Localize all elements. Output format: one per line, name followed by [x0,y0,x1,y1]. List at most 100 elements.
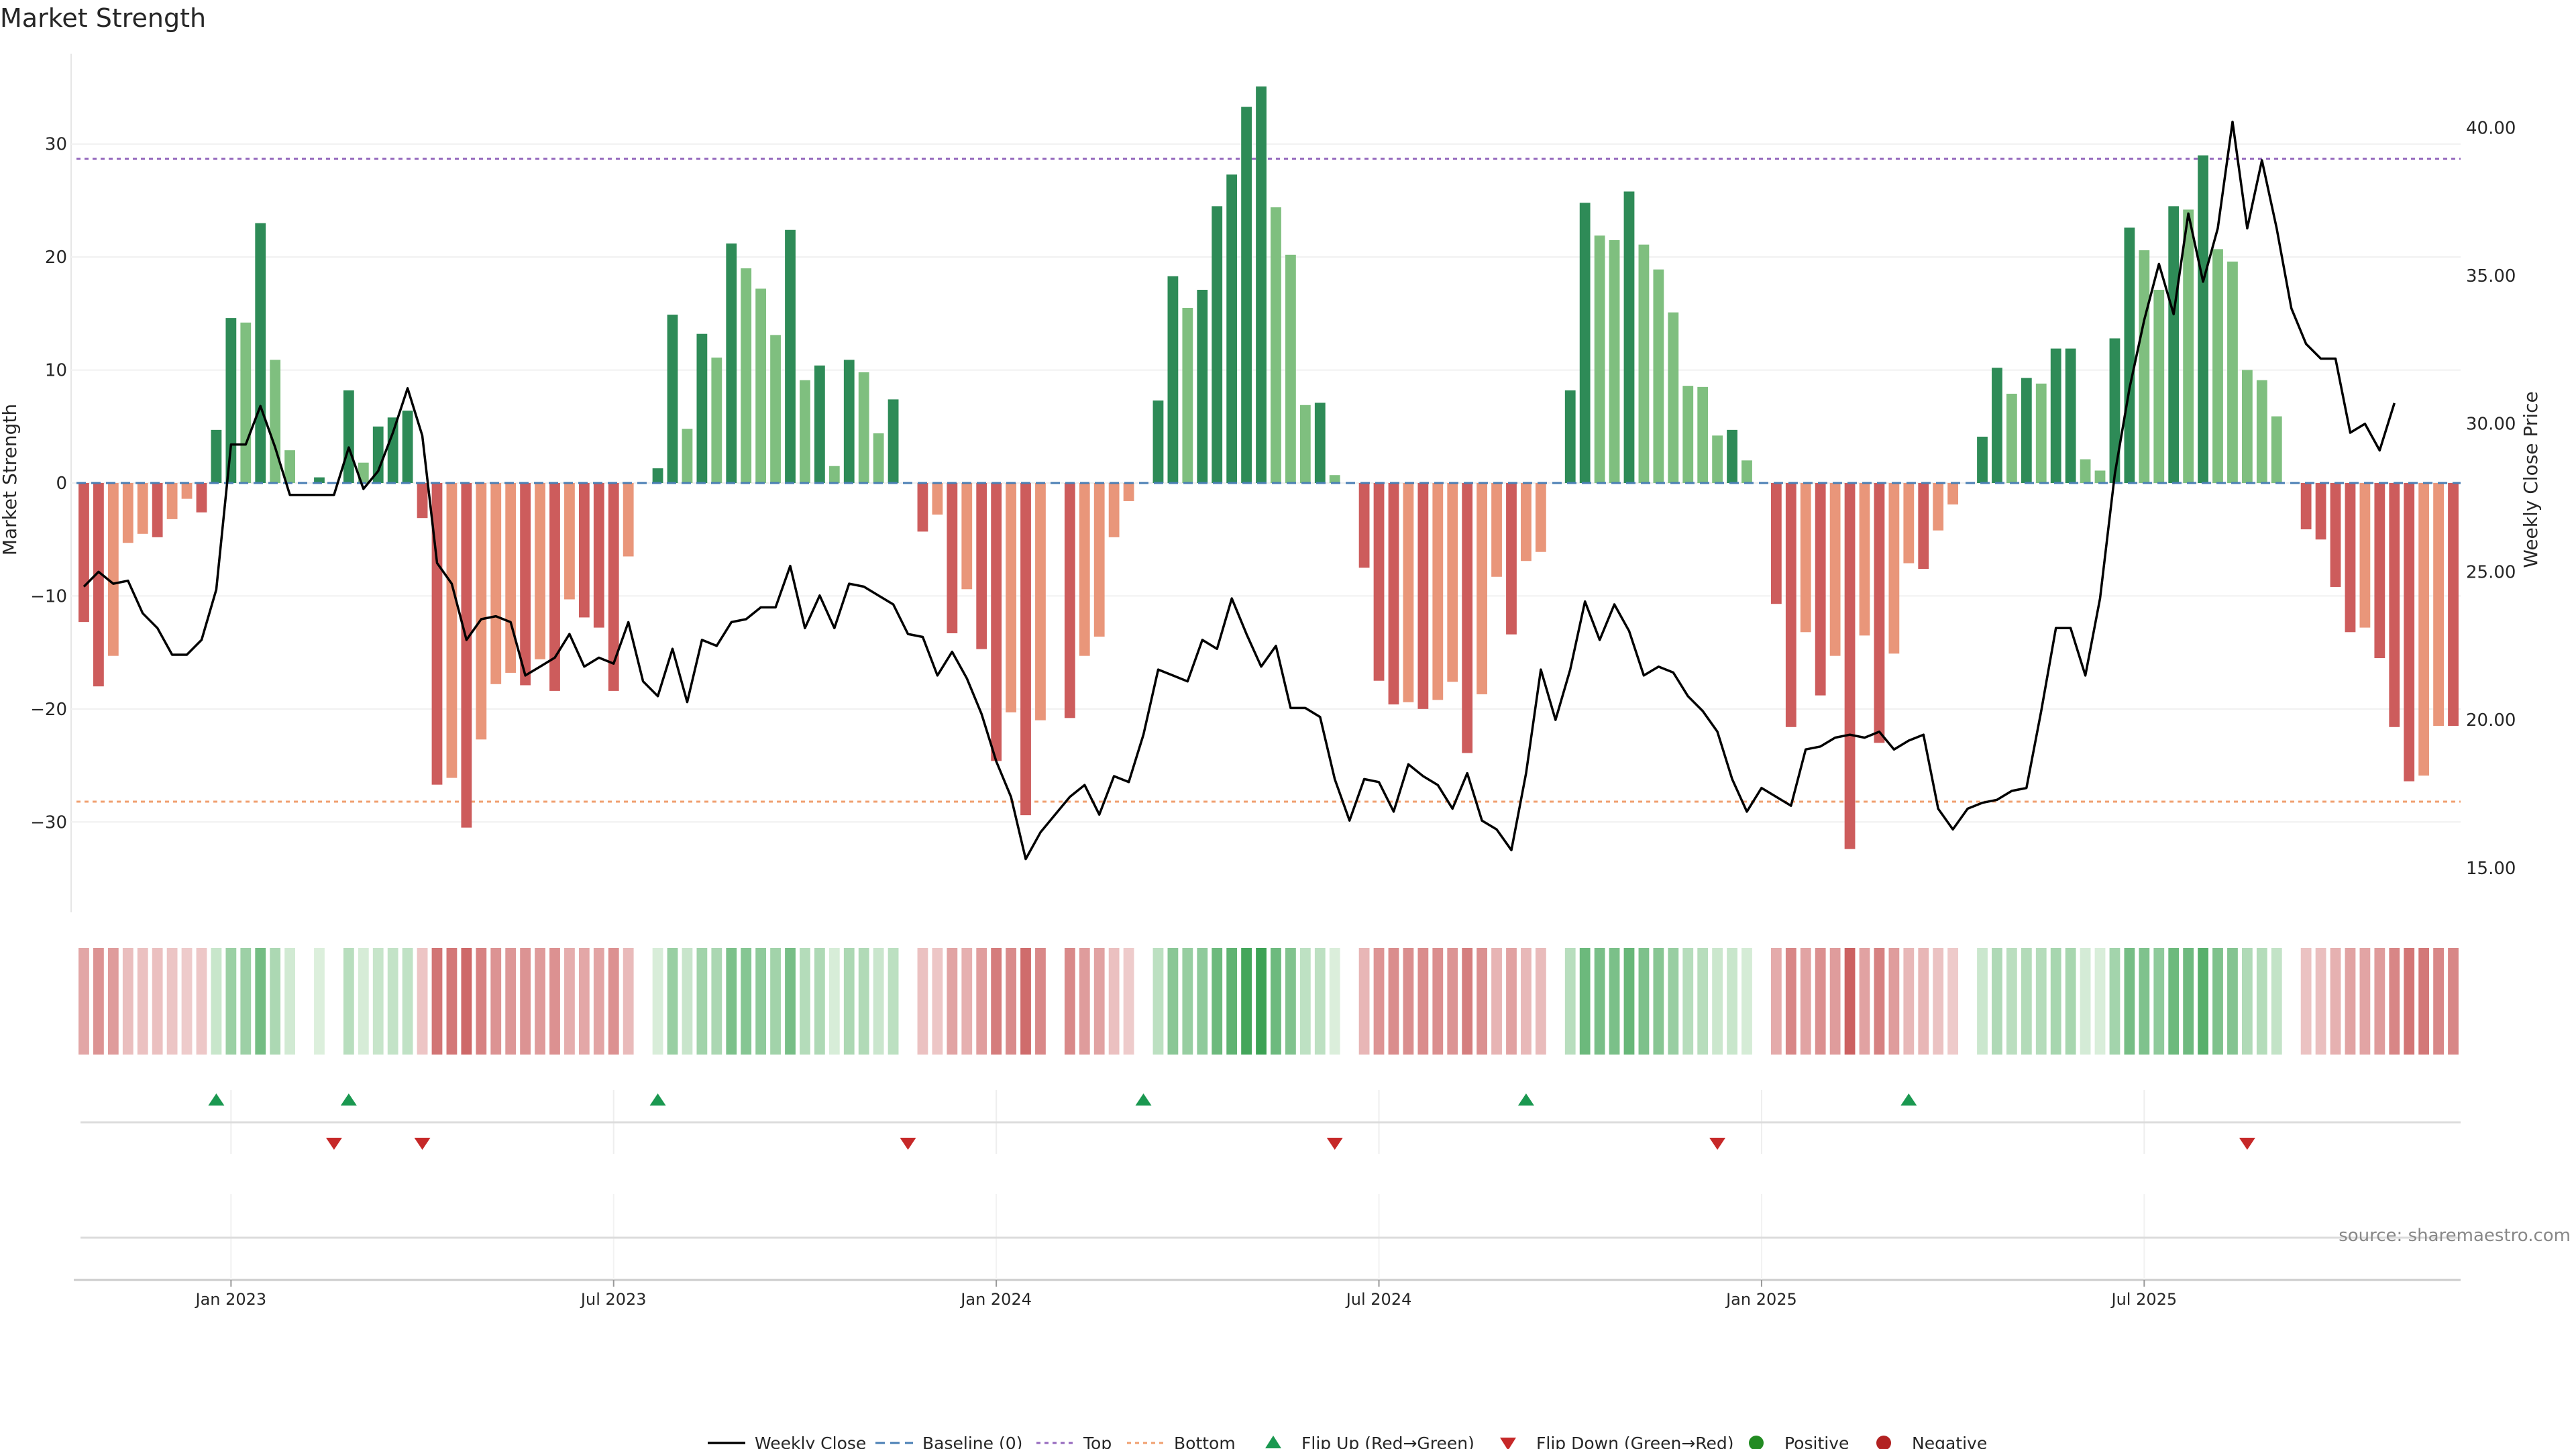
heat-cell [314,948,325,1055]
strength-bar [1888,483,1900,654]
strength-bar [196,483,207,513]
strength-bar [1256,86,1267,483]
heat-cell [2080,948,2091,1055]
strength-bars [76,86,2461,849]
heat-cell [387,948,398,1055]
strength-bar [1373,483,1385,681]
heat-cell [343,948,354,1055]
strength-bar [1933,483,1944,531]
heat-cell [505,948,517,1055]
heat-cell [1770,948,1782,1055]
strength-bar [211,429,222,483]
heat-cell [623,948,634,1055]
legend-label: Flip Down (Green→Red) [1536,1434,1734,1449]
heat-cell [1697,948,1709,1055]
strength-bar [1638,244,1650,483]
strength-bar [152,483,163,537]
heat-cell [2448,948,2459,1055]
flip-up-marker [1135,1093,1152,1106]
heat-cell [873,948,884,1055]
heat-cell [2050,948,2061,1055]
right-y-axis: 40.00 35.00 30.00 25.00 20.00 15.00 [2466,118,2516,878]
heat-cell [1432,948,1444,1055]
strength-bar [402,411,413,483]
legend-swatch [1500,1438,1516,1449]
strength-bar [828,466,840,483]
heat-cell [1491,948,1502,1055]
heat-cell [2374,948,2385,1055]
heat-cell [2389,948,2400,1055]
heat-cell [2124,948,2135,1055]
heat-cell [1829,948,1841,1055]
heat-cell [2241,948,2253,1055]
heat-cell [211,948,222,1055]
heat-cell [2139,948,2150,1055]
heat-cell [520,948,531,1055]
threshold-lines [76,158,2461,803]
y2-tick-label: 35.00 [2466,266,2516,286]
strength-bar [2227,261,2238,483]
right-y-axis-label: Weekly Close Price [2520,391,2542,568]
legend-swatch [1749,1436,1764,1449]
strength-bar [1314,402,1326,483]
heat-cell [652,948,663,1055]
strength-bar [1653,269,1664,483]
strength-bar [1197,290,1208,483]
legend-label: Positive [1784,1434,1849,1449]
strength-bar [858,372,869,483]
heat-cell [2212,948,2223,1055]
heat-cell [2198,948,2208,1055]
strength-bar [1535,483,1546,552]
strength-bar [667,315,678,483]
heat-cell [431,948,443,1055]
heat-cell [2021,948,2032,1055]
heat-cell [2330,948,2341,1055]
strength-bar [2404,483,2415,782]
heat-cell [578,948,590,1055]
strength-bar [1358,483,1370,568]
x-tick-label: Jul 2024 [1345,1290,1412,1309]
strength-bar [2256,380,2267,483]
strength-bar [1447,483,1458,682]
heat-cell [1093,948,1105,1055]
heat-cell [535,948,545,1055]
heat-cell [137,948,148,1055]
legend-item-flip_down: Flip Down (Green→Red) [1500,1434,1734,1449]
strength-bar [1108,483,1120,537]
strength-heat-strip [78,948,2459,1055]
heat-cell [1992,948,2002,1055]
strength-bar [314,477,325,483]
strength-bar [1064,483,1075,718]
strength-bar [225,318,237,483]
flip-up-marker [340,1093,357,1106]
heat-cell [446,948,458,1055]
heat-cell [181,948,193,1055]
heat-cell [770,948,781,1055]
strength-bar [1992,368,2002,483]
heat-cell [608,948,619,1055]
strength-bar [2300,483,2312,530]
strength-bar [446,483,458,778]
strength-bar [166,483,178,519]
x-tick-label: Jan 2023 [195,1290,267,1309]
strength-bar [1727,429,1737,483]
heat-cell [1844,948,1856,1055]
legend-item-baseline: Baseline (0) [875,1434,1022,1449]
legend-label: Top [1083,1434,1112,1449]
heat-cell [1535,948,1546,1055]
strength-bar [476,483,487,740]
strength-bar [1815,483,1826,696]
heat-cell [1167,948,1179,1055]
heat-cell [490,948,502,1055]
heat-cell [2035,948,2047,1055]
strength-bar [1521,483,1532,561]
heat-cell [1947,948,1959,1055]
heat-cell [785,948,796,1055]
strength-bar [814,365,825,483]
heat-cell [1727,948,1737,1055]
strength-bar [770,335,781,483]
strength-bar [490,483,502,684]
heat-cell [1388,948,1399,1055]
strength-bar [2212,249,2223,483]
